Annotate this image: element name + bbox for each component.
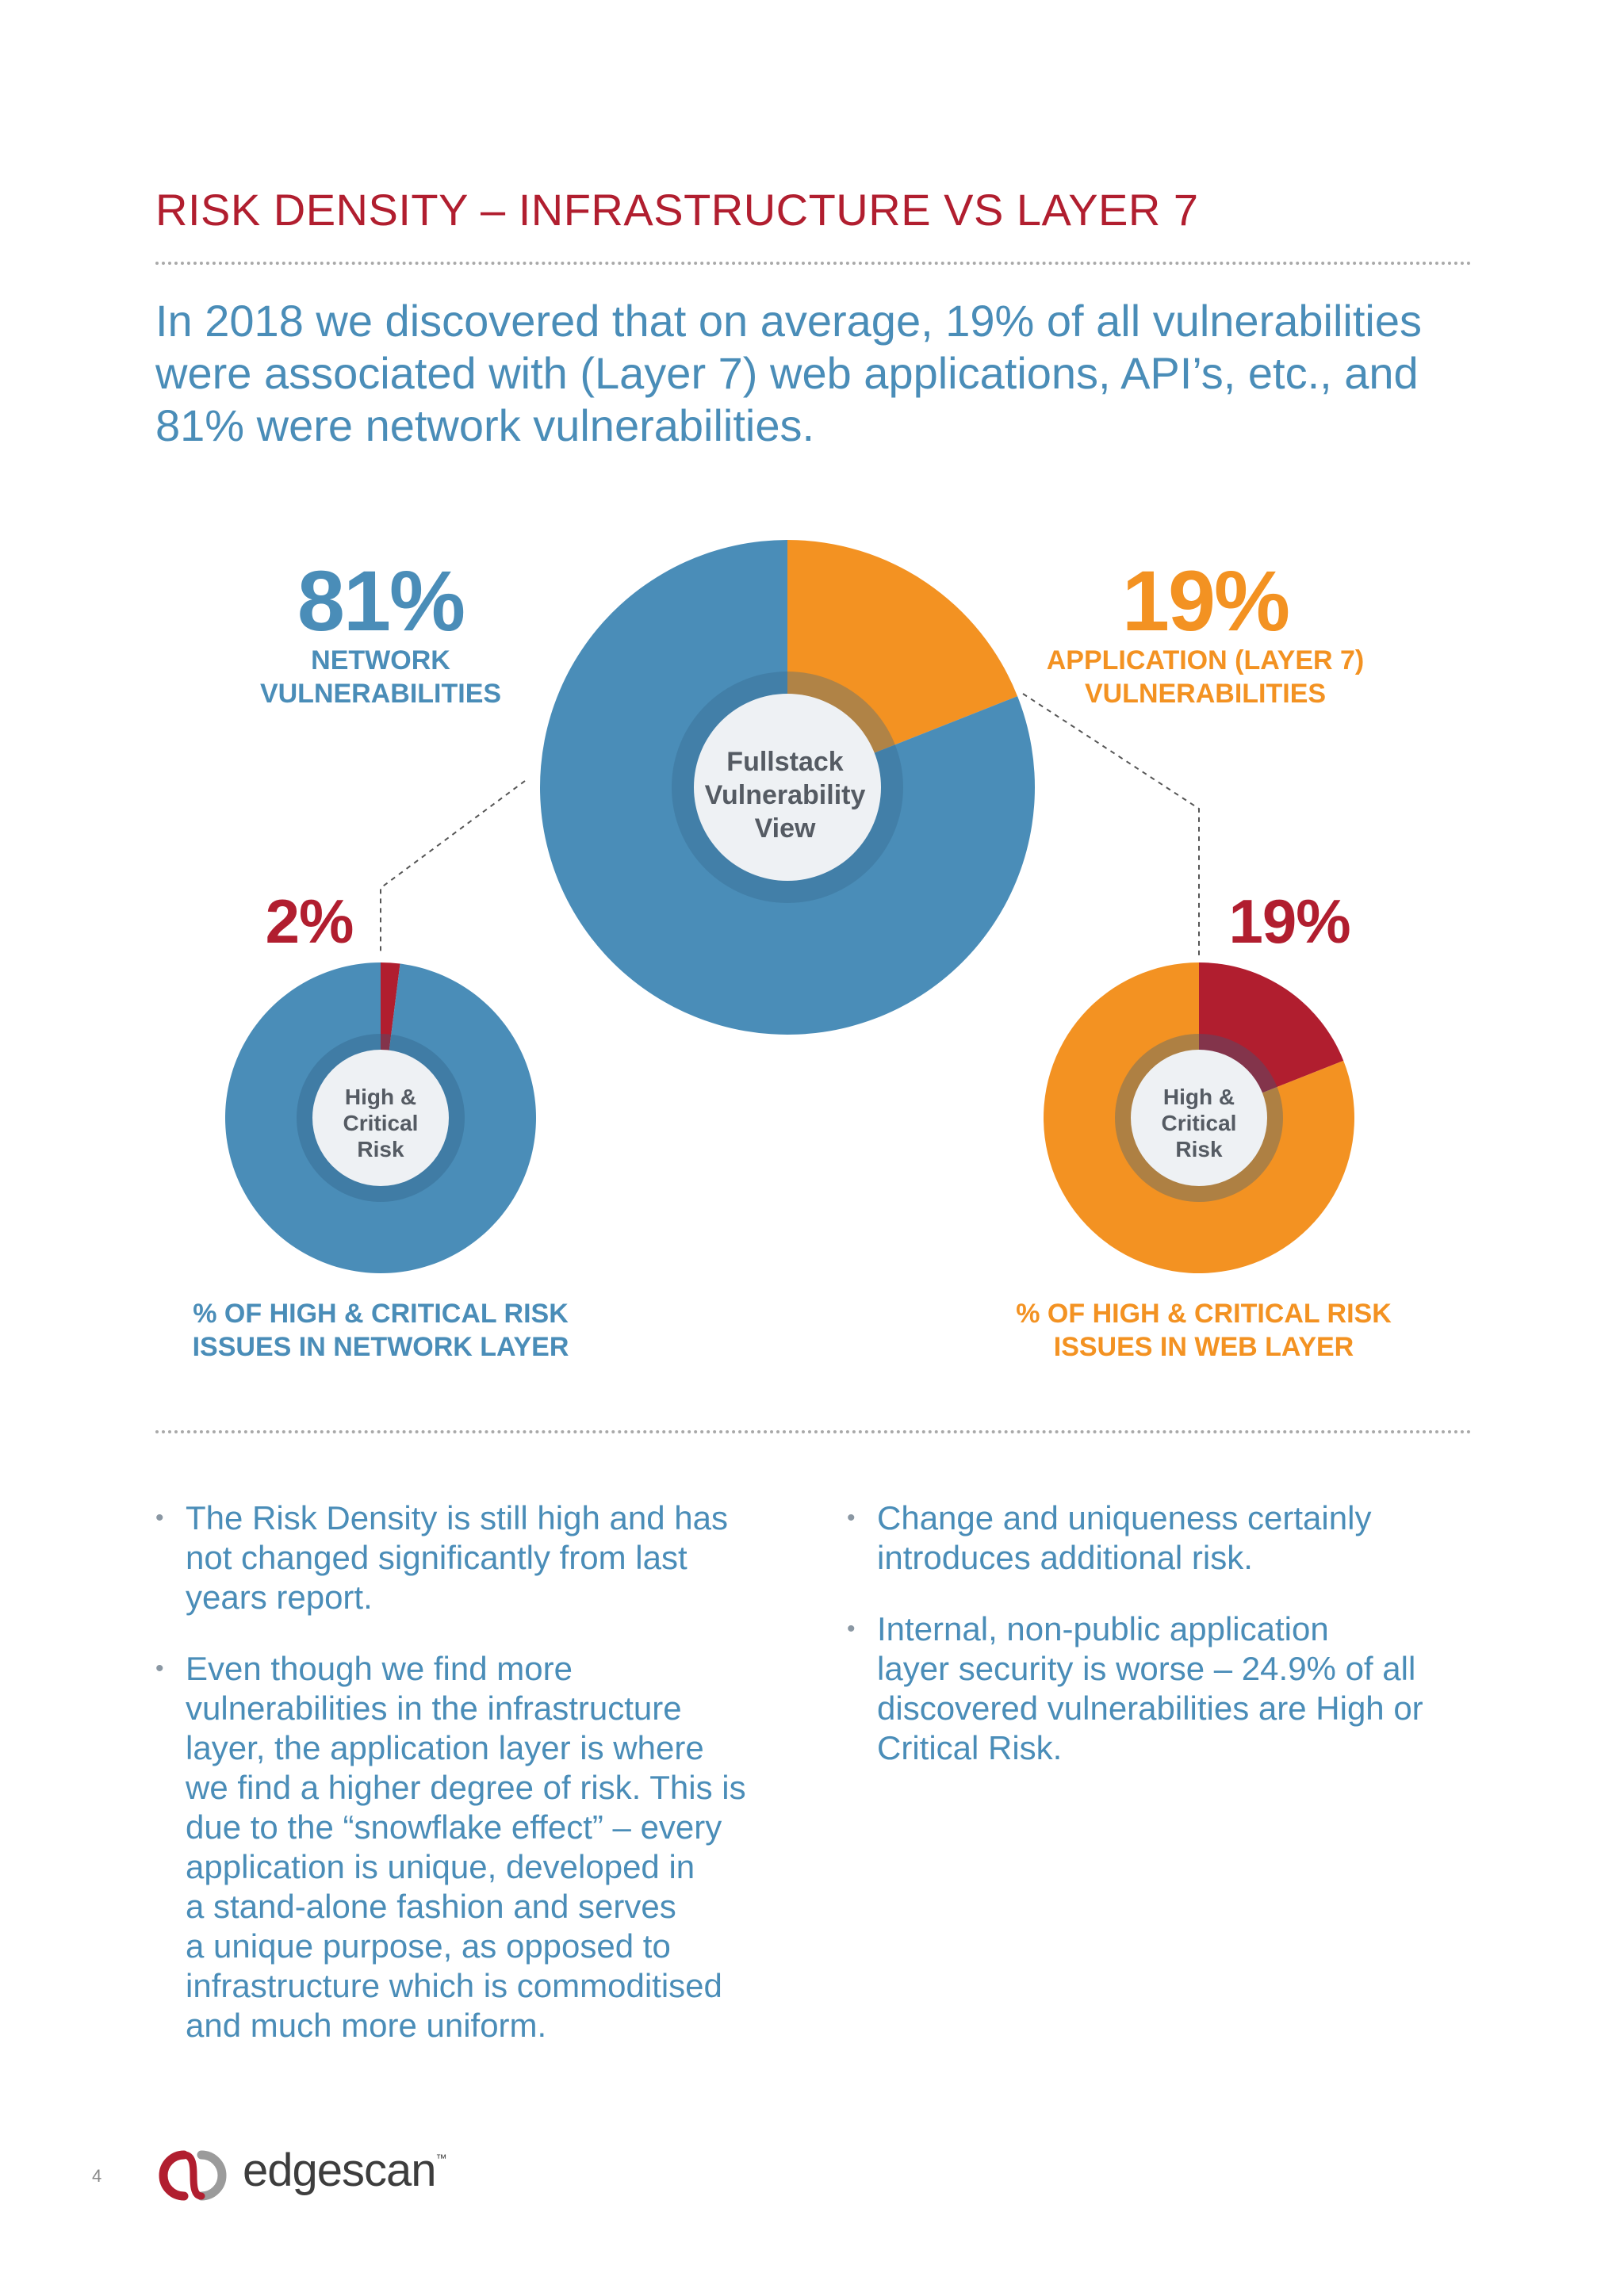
label-line: VULNERABILITIES bbox=[259, 679, 502, 709]
network-center-label: High & Critical Risk bbox=[301, 1084, 460, 1162]
bullet-item: • Change and uniqueness certainly introduc… bbox=[847, 1498, 1465, 1578]
top-divider bbox=[155, 262, 1472, 265]
risk-density-charts bbox=[224, 540, 1354, 1273]
bullet-text-line: infrastructure which is commoditised bbox=[186, 1967, 722, 2004]
network-connector-line bbox=[380, 780, 526, 955]
bullet-dot: • bbox=[155, 1505, 164, 1531]
intro-line: 81% were network vulnerabilities. bbox=[155, 400, 815, 450]
label-line: APPLICATION (LAYER 7) bbox=[1046, 645, 1365, 675]
center-line: Critical bbox=[343, 1111, 419, 1135]
web-center-label: High & Critical Risk bbox=[1120, 1084, 1278, 1162]
center-line: High & bbox=[344, 1085, 417, 1109]
bullet-text-line: not changed significantly from last bbox=[186, 1539, 688, 1576]
bullet-dot: • bbox=[847, 1505, 856, 1531]
page-number: 4 bbox=[92, 2166, 102, 2186]
edgescan-logo-icon bbox=[159, 2150, 227, 2201]
intro-line: were associated with (Layer 7) web appli… bbox=[155, 348, 1419, 398]
web-layer-caption: % OF HIGH & CRITICAL RISK ISSUES IN WEB … bbox=[966, 1297, 1442, 1364]
pie-center-hole bbox=[694, 694, 881, 881]
network-vulnerabilities-label: NETWORK VULNERABILITIES bbox=[182, 644, 579, 710]
bullet-text-line: years report. bbox=[186, 1578, 373, 1616]
center-line: View bbox=[754, 813, 816, 844]
bullet-text-line: we find a higher degree of risk. This is bbox=[186, 1769, 746, 1806]
bullet-text-line: Even though we find more bbox=[186, 1650, 573, 1687]
bullet-text-line: a stand-alone fashion and serves bbox=[186, 1888, 676, 1925]
center-line: Risk bbox=[1175, 1137, 1223, 1161]
left-bullet-list: • The Risk Density is still high and has n… bbox=[155, 1498, 774, 2077]
bullet-text-line: Change and uniqueness certainly bbox=[877, 1499, 1372, 1536]
bullet-text-line: application is unique, developed in bbox=[186, 1848, 695, 1885]
bullet-text-line: and much more uniform. bbox=[186, 2007, 547, 2044]
bullet-item: • Internal, non-public application layer s… bbox=[847, 1609, 1465, 1768]
bullet-text-line: Critical Risk. bbox=[877, 1729, 1063, 1766]
brand-name: edgescan bbox=[243, 2145, 437, 2196]
bullet-text-line: The Risk Density is still high and has bbox=[186, 1499, 728, 1536]
intro-line: In 2018 we discovered that on average, 1… bbox=[155, 296, 1422, 346]
bullet-text-line: layer, the application layer is where bbox=[186, 1729, 704, 1766]
middle-divider bbox=[155, 1430, 1472, 1433]
web-high-critical-percent: 19% bbox=[1228, 886, 1350, 956]
bullet-text-line: layer security is worse – 24.9% of all bbox=[877, 1650, 1416, 1687]
right-bullet-list: • Change and uniqueness certainly introduc… bbox=[847, 1498, 1465, 1800]
network-layer-caption: % OF HIGH & CRITICAL RISK ISSUES IN NETW… bbox=[143, 1297, 619, 1364]
application-percent: 19% bbox=[1121, 553, 1290, 649]
label-line: VULNERABILITIES bbox=[1084, 679, 1327, 709]
page-title: RISK DENSITY – INFRASTRUCTURE VS LAYER 7 bbox=[155, 185, 1199, 235]
label-line: NETWORK bbox=[311, 645, 450, 675]
fullstack-center-label: Fullstack Vulnerability View bbox=[682, 745, 888, 845]
network-high-critical-percent: 2% bbox=[265, 886, 354, 956]
center-line: High & bbox=[1162, 1085, 1235, 1109]
caption-line: % OF HIGH & CRITICAL RISK bbox=[193, 1299, 569, 1329]
center-line: Risk bbox=[357, 1137, 404, 1161]
bullet-text-line: a unique purpose, as opposed to bbox=[186, 1927, 671, 1965]
caption-line: ISSUES IN NETWORK LAYER bbox=[192, 1332, 569, 1362]
bullet-text-line: discovered vulnerabilities are High or bbox=[877, 1689, 1423, 1727]
pie-center-hole bbox=[1131, 1050, 1267, 1186]
caption-line: % OF HIGH & CRITICAL RISK bbox=[1016, 1299, 1392, 1329]
center-line: Fullstack bbox=[726, 747, 844, 777]
intro-paragraph: In 2018 we discovered that on average, 1… bbox=[155, 295, 1488, 452]
pie-center-hole bbox=[312, 1050, 449, 1186]
edgescan-wordmark: edgescan™ bbox=[243, 2144, 447, 2197]
bullet-text-line: Internal, non-public application bbox=[877, 1610, 1329, 1647]
bullet-dot: • bbox=[847, 1616, 856, 1642]
caption-line: ISSUES IN WEB LAYER bbox=[1053, 1332, 1354, 1362]
center-line: Critical bbox=[1161, 1111, 1237, 1135]
bullet-text-line: due to the “snowflake effect” – every bbox=[186, 1808, 722, 1846]
bullet-text-line: vulnerabilities in the infrastructure bbox=[186, 1689, 682, 1727]
web-connector-line bbox=[1022, 693, 1200, 955]
bullet-item: • The Risk Density is still high and has n… bbox=[155, 1498, 774, 1617]
bullet-dot: • bbox=[155, 1655, 164, 1682]
center-line: Vulnerability bbox=[704, 780, 866, 810]
bullet-text-line: introduces additional risk. bbox=[877, 1539, 1253, 1576]
trademark-mark: ™ bbox=[435, 2152, 447, 2164]
application-vulnerabilities-label: APPLICATION (LAYER 7) VULNERABILITIES bbox=[1007, 644, 1404, 710]
network-percent: 81% bbox=[297, 553, 465, 649]
bullet-item: • Even though we find more vulnerabilities… bbox=[155, 1649, 774, 2045]
